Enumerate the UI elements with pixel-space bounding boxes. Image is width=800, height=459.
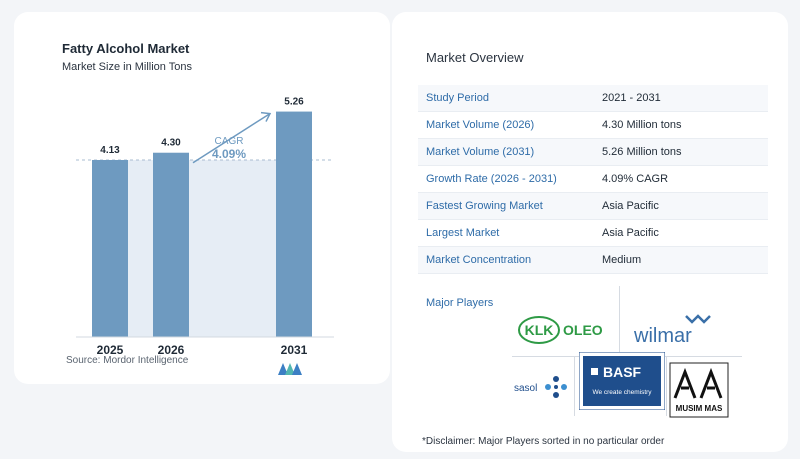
row-label: Fastest Growing Market [426, 200, 543, 212]
basf-text: BASF [603, 364, 642, 380]
x-tick-label: 2025 [97, 343, 124, 357]
data-label: 4.30 [161, 138, 181, 149]
klk-text: KLK [525, 322, 554, 338]
wilmar-text: wilmar [633, 325, 692, 347]
row-label: Growth Rate (2026 - 2031) [426, 173, 557, 185]
row-label: Market Volume (2026) [426, 119, 535, 131]
overview-table: Study Period 2021 - 2031 Market Volume (… [418, 85, 768, 274]
row-value: 4.09% CAGR [602, 173, 669, 185]
chart-card: 4.13 2025 4.30 2026 5.26 2031 CAGR 4.09% [14, 12, 390, 384]
bar [92, 160, 128, 337]
market-overview-card: Market Overview Study Period 2021 - 2031… [392, 12, 788, 452]
row-value: Asia Pacific [602, 227, 659, 239]
row-value: 4.30 Million tons [602, 119, 682, 131]
row-label: Largest Market [426, 227, 500, 239]
basf-logo: BASF We create chemistry [579, 352, 665, 410]
musim-mas-logo: MUSIM MAS [669, 362, 729, 418]
logo-divider [619, 286, 620, 356]
musim-text: MUSIM MAS [676, 404, 723, 413]
sasol-logo-icon: sasol [514, 376, 567, 398]
cagr-shaded-area [128, 160, 276, 337]
disclaimer-text: *Disclaimer: Major Players sorted in no … [422, 436, 665, 447]
row-label: Study Period [426, 92, 489, 104]
cagr-label: CAGR [215, 136, 244, 147]
table-row: Growth Rate (2026 - 2031) 4.09% CAGR [418, 166, 768, 193]
table-row: Market Volume (2026) 4.30 Million tons [418, 112, 768, 139]
basf-logo-icon: BASF We create chemistry [579, 352, 665, 410]
cagr-value: 4.09% [212, 147, 246, 161]
sasol-text: sasol [514, 383, 537, 394]
table-row: Largest Market Asia Pacific [418, 220, 768, 247]
table-row: Study Period 2021 - 2031 [418, 85, 768, 112]
wilmar-logo-icon: wilmar [633, 314, 711, 347]
row-value: Medium [602, 254, 642, 266]
source-text: Source: Mordor Intelligence [66, 355, 189, 366]
bar [276, 111, 312, 337]
sasol-logo: sasol [512, 367, 574, 407]
x-tick-label: 2026 [158, 343, 185, 357]
x-tick-label: 2031 [281, 343, 308, 357]
table-row: Market Volume (2031) 5.26 Million tons [418, 139, 768, 166]
mordor-logo-icon [278, 363, 302, 375]
klk-oleo-logo: KLK OLEO [517, 310, 611, 350]
row-label: Market Volume (2031) [426, 146, 535, 158]
basf-tagline: We create chemistry [592, 389, 652, 396]
musim-mas-logo-icon: MUSIM MAS [669, 362, 729, 418]
data-label: 5.26 [284, 97, 304, 108]
chart-title: Fatty Alcohol Market [62, 41, 190, 56]
row-value: Asia Pacific [602, 200, 659, 212]
chart-subtitle: Market Size in Million Tons [62, 61, 193, 73]
table-row: Market Concentration Medium [418, 247, 768, 274]
major-players-title: Major Players [426, 297, 494, 309]
bar [153, 152, 189, 337]
cagr-arrow [192, 112, 271, 164]
logo-divider [574, 356, 575, 416]
row-label: Market Concentration [426, 254, 532, 266]
row-value: 5.26 Million tons [602, 146, 682, 158]
cagr-arrow-head [260, 111, 272, 122]
overview-title: Market Overview [426, 50, 524, 65]
klk-oleo-logo-icon: KLK OLEO [518, 316, 603, 344]
row-value: 2021 - 2031 [602, 92, 661, 104]
oleo-text: OLEO [563, 322, 603, 338]
logo-divider [666, 356, 667, 416]
data-label: 4.13 [100, 145, 120, 156]
wilmar-logo: wilmar [630, 310, 722, 350]
table-row: Fastest Growing Market Asia Pacific [418, 193, 768, 220]
